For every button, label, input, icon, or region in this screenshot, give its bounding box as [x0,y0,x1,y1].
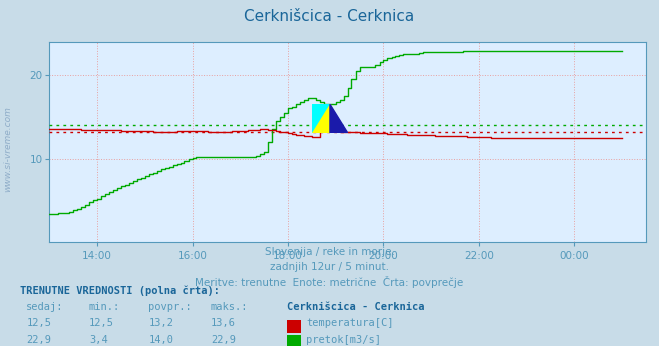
Polygon shape [312,104,330,134]
Text: TRENUTNE VREDNOSTI (polna črta):: TRENUTNE VREDNOSTI (polna črta): [20,285,219,296]
Text: min.:: min.: [89,302,120,312]
Text: temperatura[C]: temperatura[C] [306,318,394,328]
Text: www.si-vreme.com: www.si-vreme.com [3,106,13,192]
Polygon shape [330,104,348,134]
Text: Slovenija / reke in morje.: Slovenija / reke in morje. [264,247,395,257]
Text: Cerknišcica - Cerknica: Cerknišcica - Cerknica [287,302,424,312]
Text: 14,0: 14,0 [148,335,173,345]
Text: zadnjih 12ur / 5 minut.: zadnjih 12ur / 5 minut. [270,262,389,272]
Text: povpr.:: povpr.: [148,302,192,312]
Text: Meritve: trenutne  Enote: metrične  Črta: povprečje: Meritve: trenutne Enote: metrične Črta: … [195,276,464,289]
Text: maks.:: maks.: [211,302,248,312]
Polygon shape [312,104,330,134]
Text: 12,5: 12,5 [89,318,114,328]
Text: 13,2: 13,2 [148,318,173,328]
Text: 22,9: 22,9 [211,335,236,345]
Text: Cerknišcica - Cerknica: Cerknišcica - Cerknica [244,9,415,24]
Text: 13,6: 13,6 [211,318,236,328]
Text: sedaj:: sedaj: [26,302,64,312]
Text: 12,5: 12,5 [26,318,51,328]
Text: 3,4: 3,4 [89,335,107,345]
Text: 22,9: 22,9 [26,335,51,345]
Text: pretok[m3/s]: pretok[m3/s] [306,335,382,345]
